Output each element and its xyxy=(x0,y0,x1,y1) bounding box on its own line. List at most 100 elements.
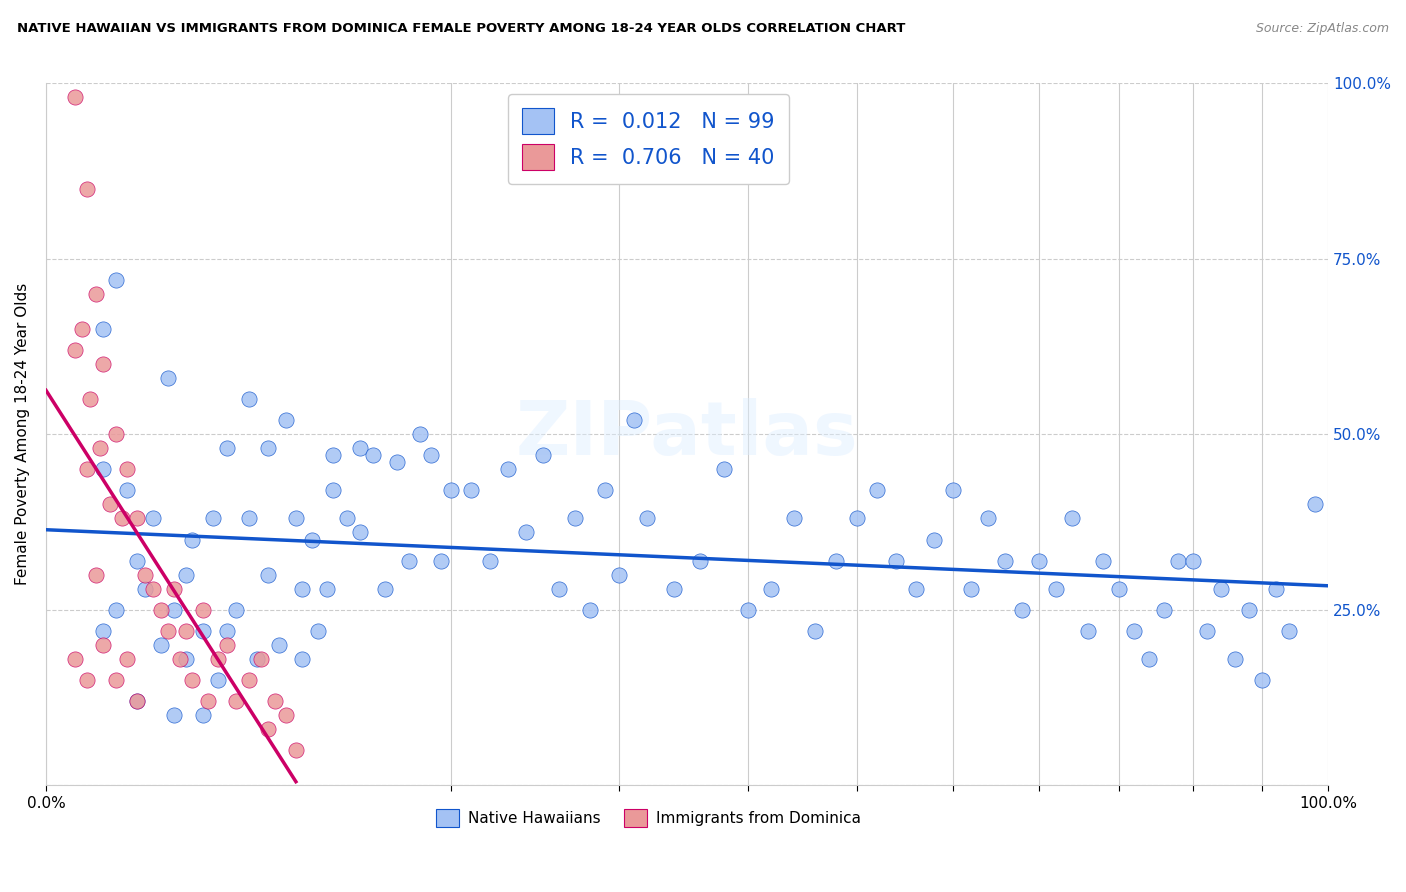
Point xyxy=(84,287,107,301)
Point xyxy=(886,553,908,567)
Point xyxy=(91,357,114,371)
Point xyxy=(977,511,1000,525)
Point xyxy=(1137,652,1160,666)
Point xyxy=(91,322,114,336)
Point xyxy=(115,483,138,498)
Point xyxy=(191,624,214,638)
Point xyxy=(825,553,848,567)
Point xyxy=(63,343,86,357)
Point xyxy=(217,624,239,638)
Point xyxy=(336,511,359,525)
Point xyxy=(156,624,179,638)
Point xyxy=(1195,624,1218,638)
Point xyxy=(225,694,247,708)
Point xyxy=(76,182,98,196)
Point xyxy=(176,652,198,666)
Point xyxy=(291,652,314,666)
Point xyxy=(274,707,297,722)
Point xyxy=(1167,553,1189,567)
Point xyxy=(134,567,156,582)
Point xyxy=(76,673,98,687)
Point xyxy=(115,462,138,476)
Point xyxy=(91,462,114,476)
Point xyxy=(662,582,685,596)
Point xyxy=(547,582,569,596)
Point xyxy=(134,582,156,596)
Point xyxy=(307,624,329,638)
Point xyxy=(1077,624,1099,638)
Point xyxy=(181,533,204,547)
Point xyxy=(398,553,420,567)
Point xyxy=(1011,602,1033,616)
Point xyxy=(163,602,186,616)
Point xyxy=(1278,624,1301,638)
Point xyxy=(63,652,86,666)
Point xyxy=(238,673,260,687)
Point xyxy=(1264,582,1286,596)
Point xyxy=(322,483,344,498)
Point xyxy=(737,602,759,616)
Point xyxy=(866,483,889,498)
Point xyxy=(163,707,186,722)
Point xyxy=(257,442,280,456)
Point xyxy=(1045,582,1067,596)
Point xyxy=(125,694,148,708)
Point xyxy=(361,448,384,462)
Point xyxy=(284,743,307,757)
Point xyxy=(207,652,229,666)
Point xyxy=(105,673,128,687)
Point xyxy=(1108,582,1130,596)
Point xyxy=(1092,553,1115,567)
Point xyxy=(942,483,965,498)
Point xyxy=(419,448,441,462)
Point xyxy=(430,553,453,567)
Point xyxy=(181,673,204,687)
Point xyxy=(623,413,645,427)
Point xyxy=(91,638,114,652)
Point xyxy=(922,533,945,547)
Point xyxy=(163,582,186,596)
Point xyxy=(322,448,344,462)
Point xyxy=(689,553,711,567)
Point xyxy=(238,392,260,407)
Point xyxy=(125,694,148,708)
Point xyxy=(959,582,981,596)
Point xyxy=(1060,511,1083,525)
Point xyxy=(84,567,107,582)
Point xyxy=(105,273,128,287)
Point xyxy=(845,511,868,525)
Point xyxy=(142,511,165,525)
Point xyxy=(804,624,827,638)
Point xyxy=(149,602,172,616)
Point xyxy=(609,567,631,582)
Point xyxy=(291,582,314,596)
Point xyxy=(1237,602,1260,616)
Point xyxy=(176,624,198,638)
Point xyxy=(105,602,128,616)
Point xyxy=(217,442,239,456)
Point xyxy=(217,638,239,652)
Point xyxy=(246,652,269,666)
Point xyxy=(1251,673,1274,687)
Point xyxy=(579,602,602,616)
Point xyxy=(349,442,371,456)
Point xyxy=(385,455,408,469)
Point xyxy=(202,511,225,525)
Point xyxy=(301,533,323,547)
Text: ZIPatlas: ZIPatlas xyxy=(516,398,859,471)
Point xyxy=(191,707,214,722)
Point xyxy=(315,582,337,596)
Point xyxy=(761,582,783,596)
Point xyxy=(197,694,219,708)
Point xyxy=(496,462,519,476)
Point xyxy=(257,722,280,736)
Point xyxy=(440,483,463,498)
Point xyxy=(713,462,735,476)
Point xyxy=(349,525,371,540)
Legend: Native Hawaiians, Immigrants from Dominica: Native Hawaiians, Immigrants from Domini… xyxy=(430,803,868,834)
Point xyxy=(1028,553,1050,567)
Point xyxy=(79,392,101,407)
Point xyxy=(1122,624,1144,638)
Point xyxy=(1153,602,1175,616)
Point xyxy=(284,511,307,525)
